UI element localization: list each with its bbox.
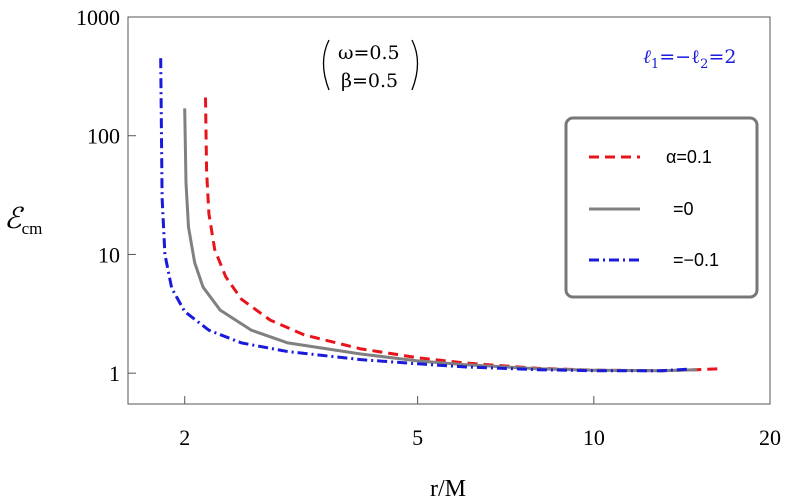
y-tick-label: 1000 <box>76 5 120 30</box>
series-line-alpha-pos <box>204 97 722 373</box>
x-axis-label: r/M <box>430 476 466 501</box>
legend-box <box>564 116 759 299</box>
beta-label: β=0.5 <box>341 70 398 92</box>
x-tick-label: 5 <box>412 425 423 450</box>
y-tick-label: 100 <box>87 124 120 149</box>
ell-annotation: ℓ1=−ℓ2=2 <box>643 46 736 72</box>
legend: α=0.1 =0 =−0.1 <box>564 116 759 299</box>
y-tick-label: 1 <box>109 361 120 386</box>
series-group <box>159 58 722 373</box>
x-tick-label: 20 <box>759 425 781 450</box>
plot-frame <box>127 16 771 405</box>
legend-label-alpha-neg: =−0.1 <box>673 250 719 270</box>
x-tick-label: 10 <box>583 425 605 450</box>
parameter-annotation: ω=0.5 β=0.5 <box>322 39 419 92</box>
y-tick-label: 10 <box>98 242 120 267</box>
legend-label-alpha-pos: α=0.1 <box>666 147 712 167</box>
legend-label-alpha-zero: =0 <box>673 199 694 219</box>
x-tick-label: 2 <box>179 425 190 450</box>
series-line-alpha-zero <box>183 108 697 373</box>
y-axis-label: ℰcm <box>4 201 42 238</box>
axis-ticks: 2 5 10 20 1 10 100 1000 <box>76 5 781 450</box>
series-line-alpha-neg <box>159 58 689 373</box>
omega-label: ω=0.5 <box>338 42 400 64</box>
